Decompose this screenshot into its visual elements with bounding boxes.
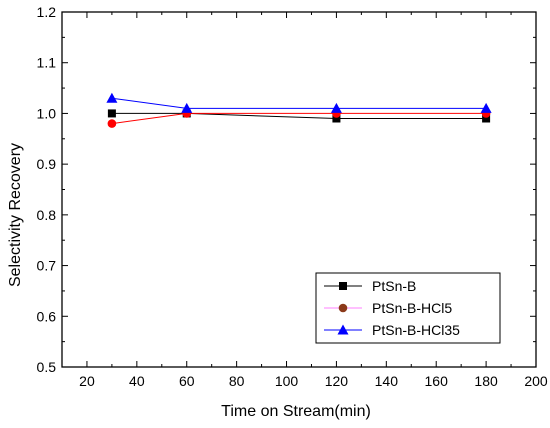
legend-marker — [337, 324, 349, 335]
y-tick-label: 1.0 — [37, 105, 57, 121]
series-1-line — [111, 112, 487, 119]
x-tick-label: 40 — [129, 373, 145, 389]
series-3-point — [181, 102, 193, 113]
x-tick-label: 20 — [79, 373, 95, 389]
series-2-point — [107, 119, 117, 128]
x-tick-label: 160 — [425, 373, 449, 389]
x-tick-label: 200 — [524, 373, 548, 389]
series-3-line — [111, 97, 487, 109]
legend-marker — [339, 282, 347, 290]
series-3-point — [480, 102, 492, 113]
x-tick-label: 100 — [275, 373, 299, 389]
y-tick-label: 1.2 — [37, 4, 57, 20]
y-axis-title: Selectivity Recovery — [7, 143, 24, 287]
y-tick-label: 0.8 — [37, 207, 57, 223]
series-1-point — [107, 109, 116, 118]
legend: PtSn-B PtSn-B-HCl5 PtSn-B-HCl35 — [315, 272, 501, 344]
y-tick-label: 0.5 — [37, 359, 57, 375]
legend-marker — [338, 303, 348, 313]
x-tick-label: 120 — [325, 373, 349, 389]
x-tick-label: 180 — [474, 373, 498, 389]
x-tick-label: 140 — [375, 373, 399, 389]
x-tick-label: 80 — [229, 373, 245, 389]
series-3-point — [330, 102, 342, 113]
y-tick-label: 0.7 — [37, 258, 57, 274]
series-1-point — [482, 114, 491, 123]
x-tick-label: 60 — [179, 373, 195, 389]
series-1-point — [332, 114, 341, 123]
y-tick-label: 0.6 — [37, 308, 57, 324]
y-tick-label: 1.1 — [37, 55, 57, 71]
legend-label: PtSn-B — [372, 278, 416, 294]
x-axis-title: Time on Stream(min) — [221, 403, 371, 420]
legend-label: PtSn-B-HCl35 — [372, 322, 460, 338]
y-tick-label: 0.9 — [37, 156, 57, 172]
axes: 20 40 60 80 100 120 140 160 180 200 0.5 0.6 0.7 0.8 0.… — [37, 4, 548, 389]
legend-label: PtSn-B-HCl5 — [372, 300, 452, 316]
series-3-point — [106, 92, 118, 103]
series-2-line — [111, 112, 487, 125]
series-lines — [106, 92, 492, 128]
